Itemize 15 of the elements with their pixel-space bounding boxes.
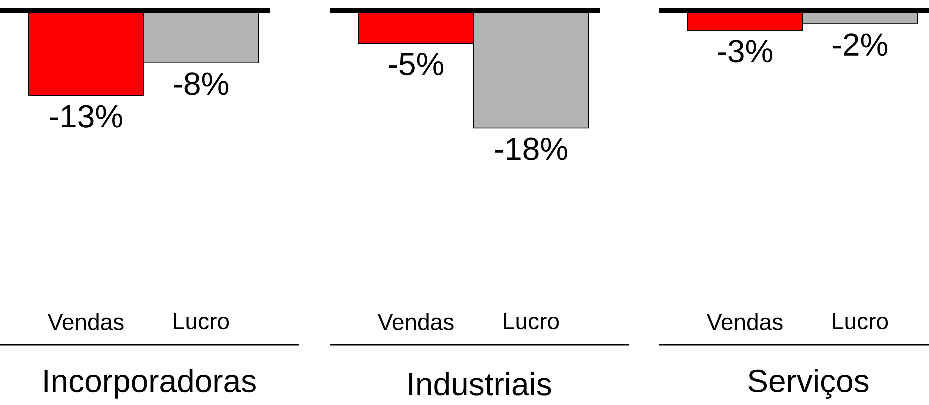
data-label: -5% [389, 53, 444, 76]
x-axis-title: Serviços [748, 369, 869, 399]
data-label: -18% [495, 138, 568, 160]
data-label: -8% [174, 72, 229, 96]
x-tick-label: Vendas [378, 314, 454, 330]
x-tick-label: Vendas [706, 314, 783, 330]
x-tick-label: Vendas [48, 314, 124, 330]
x-tick-label: Lucro [833, 314, 888, 330]
x-tick-label: Lucro [174, 314, 230, 330]
data-label: -3% [718, 40, 773, 63]
x-axis-title: Industriais [410, 372, 552, 396]
x-axis-title: Incorporadoras [44, 369, 256, 399]
data-label: -2% [833, 34, 888, 56]
data-label: -13% [50, 105, 122, 128]
x-tick-label: Lucro [504, 314, 560, 330]
